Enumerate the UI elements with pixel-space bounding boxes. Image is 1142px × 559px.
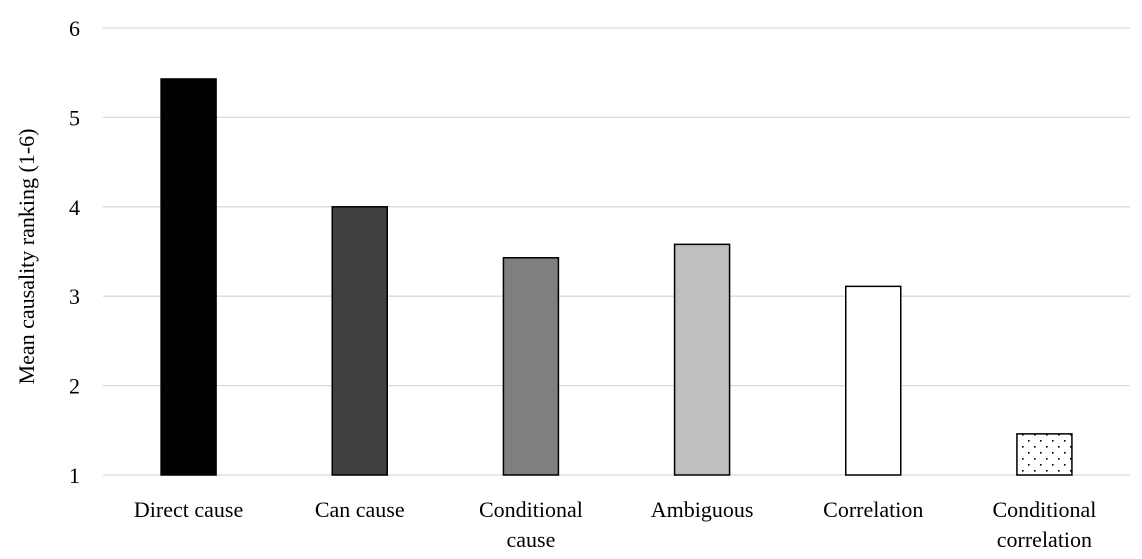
y-axis-label: Mean causality ranking (1-6) xyxy=(14,129,39,385)
x-tick-label-5-0: Conditional xyxy=(992,497,1096,522)
y-tick-label-5: 5 xyxy=(69,105,80,130)
bar-4 xyxy=(845,285,902,476)
gridlines xyxy=(103,27,1130,476)
x-tick-label-0: Direct cause xyxy=(134,497,243,522)
y-tick-label-4: 4 xyxy=(69,195,80,220)
x-tick-label-3: Ambiguous xyxy=(651,497,754,522)
y-tick-label-2: 2 xyxy=(69,374,80,399)
bar-1 xyxy=(331,206,388,476)
y-tick-label-1: 1 xyxy=(69,463,80,488)
x-tick-label-5-1: correlation xyxy=(997,527,1092,552)
x-axis-ticks: Direct cause Can cause Conditional cause Amb… xyxy=(134,497,1096,552)
x-tick-label-2-0: Conditional xyxy=(479,497,583,522)
bar-5 xyxy=(1016,433,1073,476)
bar-0 xyxy=(160,78,217,476)
bar-2 xyxy=(502,257,560,476)
y-tick-label-3: 3 xyxy=(69,284,80,309)
y-tick-label-6: 6 xyxy=(69,16,80,41)
y-axis-ticks: 1 2 3 4 5 6 xyxy=(69,16,80,488)
bar-3 xyxy=(673,243,731,476)
x-tick-label-2-1: cause xyxy=(506,527,555,552)
x-tick-label-1: Can cause xyxy=(315,497,405,522)
bars xyxy=(160,78,1073,476)
x-tick-label-4: Correlation xyxy=(823,497,923,522)
